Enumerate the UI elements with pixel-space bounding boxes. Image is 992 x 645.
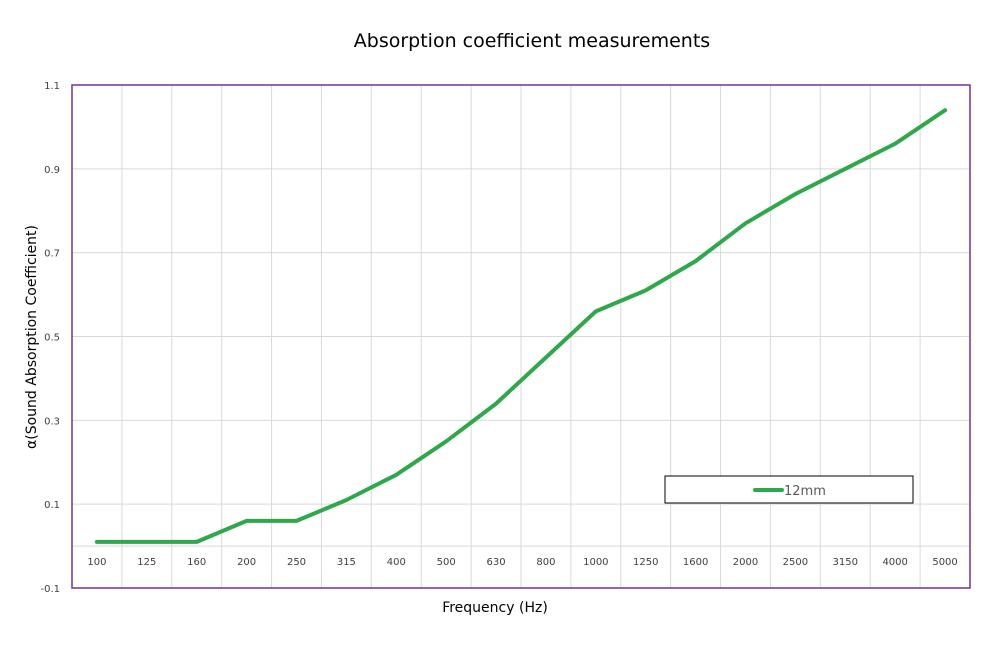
x-tick-label: 4000 — [882, 557, 907, 568]
y-tick-label: 0.9 — [44, 165, 60, 176]
x-tick-label: 1000 — [583, 557, 608, 568]
grid-layer — [72, 84, 970, 589]
y-tick-label: 0.7 — [44, 249, 60, 260]
x-axis-label: Frequency (Hz) — [442, 600, 548, 616]
x-tick-label: 125 — [137, 557, 156, 568]
x-tick-label: 315 — [337, 557, 356, 568]
x-tick-label: 3150 — [833, 557, 858, 568]
x-tick-label: 200 — [237, 557, 256, 568]
chart-title: Absorption coefficient measurements — [354, 30, 710, 52]
legend-box — [664, 475, 914, 504]
x-tick-label: 800 — [536, 557, 555, 568]
legend-label-12mm: 12mm — [784, 484, 826, 499]
y-tick-label: 1.1 — [44, 81, 60, 92]
series-layer — [94, 108, 948, 544]
x-tick-label: 160 — [187, 557, 206, 568]
x-tick-label: 400 — [387, 557, 406, 568]
y-tick-label: -0.1 — [40, 584, 60, 595]
legend: 12mm — [664, 475, 914, 504]
plot-frame — [71, 84, 971, 589]
y-axis-label: α(Sound Absorption Coefficient) — [24, 225, 40, 449]
x-tick-label: 500 — [437, 557, 456, 568]
x-tick-label: 2000 — [733, 557, 758, 568]
x-tick-label: 250 — [287, 557, 306, 568]
x-axis-ticks: 100 125 160 200 250 315 400 500 630 800 1000 1250 16… — [87, 557, 957, 568]
y-axis-ticks: -0.1 0.1 0.3 0.5 0.7 0.9 1.1 — [40, 81, 60, 595]
x-tick-label: 5000 — [932, 557, 957, 568]
x-tick-label: 1600 — [683, 557, 708, 568]
series-line-12mm — [94, 108, 948, 544]
y-tick-label: 0.1 — [44, 500, 60, 511]
x-tick-label: 100 — [87, 557, 106, 568]
x-tick-label: 1250 — [633, 557, 658, 568]
x-tick-label: 630 — [487, 557, 506, 568]
y-tick-label: 0.5 — [44, 333, 60, 344]
y-tick-label: 0.3 — [44, 416, 60, 427]
x-tick-label: 2500 — [783, 557, 808, 568]
